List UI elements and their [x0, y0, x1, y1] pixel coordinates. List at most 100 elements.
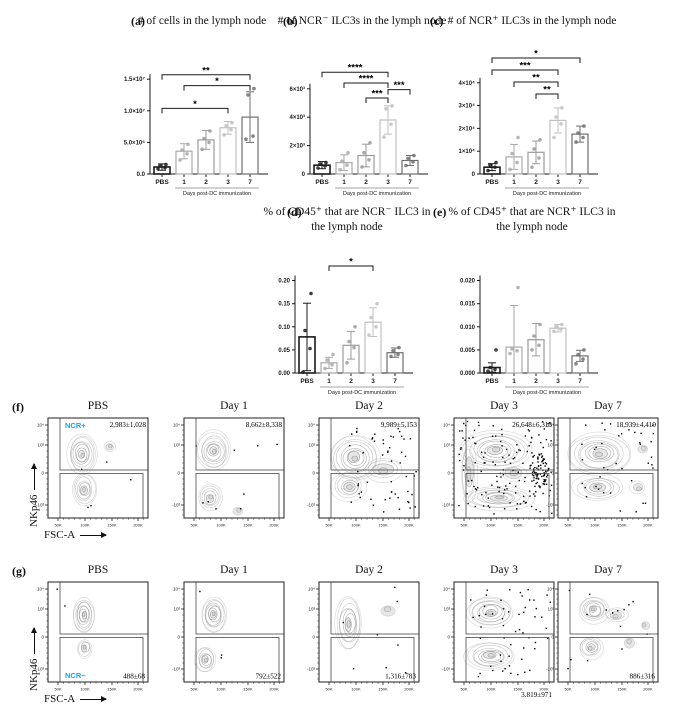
- panel-a-header: (a) # of cells in the lymph node: [102, 14, 302, 50]
- svg-text:0: 0: [551, 635, 554, 640]
- svg-text:100K: 100K: [590, 687, 600, 692]
- panel-b-letter: (b): [283, 14, 298, 28]
- flow-f-day1: Day 1 10⁴ 10³ 0 -10³ 50K 100K 150K 200K 8,662±8,…: [158, 400, 290, 538]
- svg-text:2: 2: [364, 179, 368, 186]
- panel-b-header: (b) # of NCR⁻ ILC3s in the lymph node: [262, 14, 462, 50]
- svg-text:488±68: 488±68: [123, 673, 145, 681]
- svg-text:0: 0: [302, 172, 306, 178]
- svg-text:7: 7: [578, 378, 582, 385]
- svg-text:0: 0: [177, 471, 180, 476]
- flow-f-day2-plot: 10⁴ 10³ 0 -10³ 50K 100K 150K 200K 9,989±5,153: [307, 417, 420, 528]
- svg-text:0.0: 0.0: [137, 172, 146, 178]
- flow-f-day7-plot: 10⁴ 10³ 0 -10³ 50K 100K 150K 200K 18,939±4,419: [546, 417, 659, 528]
- svg-text:200K: 200K: [133, 687, 143, 692]
- svg-text:0.10: 0.10: [278, 325, 290, 331]
- svg-text:4×10⁴: 4×10⁴: [459, 81, 476, 87]
- svg-text:-10³: -10³: [36, 667, 45, 672]
- svg-text:10⁴: 10⁴: [443, 587, 450, 592]
- svg-text:100K: 100K: [351, 687, 361, 692]
- flow-plot-title: Day 7: [594, 564, 622, 576]
- svg-text:*: *: [349, 257, 353, 268]
- panel-d: (d) % of CD45⁺ that are NCR⁻ ILC3 in the…: [247, 190, 447, 413]
- svg-text:3: 3: [556, 179, 560, 186]
- svg-text:***: ***: [519, 61, 530, 72]
- panel-c-title: # of NCR⁺ ILC3s in the lymph node: [447, 15, 617, 27]
- svg-text:100K: 100K: [80, 687, 90, 692]
- panel-e-title: % of CD45⁺ that are NCR⁺ ILC3 in the lym…: [448, 206, 616, 233]
- svg-text:150K: 150K: [617, 687, 627, 692]
- flow-g-x-axis-label: FSC-A: [44, 693, 108, 705]
- flow-plot-title: PBS: [87, 400, 109, 412]
- svg-text:200K: 200K: [643, 523, 653, 528]
- svg-text:-10³: -10³: [36, 503, 45, 508]
- svg-text:1.5×10⁷: 1.5×10⁷: [124, 77, 146, 83]
- svg-text:100K: 100K: [80, 523, 90, 528]
- fsca-label: FSC-A: [44, 693, 76, 705]
- svg-text:-10³: -10³: [442, 667, 451, 672]
- flow-plot-title: PBS: [87, 564, 109, 576]
- svg-text:2×10³: 2×10³: [289, 143, 305, 150]
- svg-text:10³: 10³: [443, 443, 450, 448]
- svg-text:10³: 10³: [173, 607, 180, 612]
- svg-text:1: 1: [512, 378, 516, 385]
- panel-d-chart: 0.00 0.05 0.10 0.15 0.20 * PBS 1 2 3 7 Days post-DC…: [278, 257, 413, 396]
- flow-f-day2: Day 2 10⁴ 10³ 0 -10³ 50K 100K 150K 200K 9,989±5,…: [293, 400, 425, 538]
- svg-text:0.005: 0.005: [460, 348, 476, 354]
- svg-text:2×10⁴: 2×10⁴: [459, 126, 476, 132]
- svg-text:3: 3: [371, 378, 375, 385]
- svg-text:2: 2: [534, 179, 538, 186]
- svg-text:792±522: 792±522: [255, 673, 281, 681]
- flow-g-day2: Day 2 10⁴ 10³ 0 -10³ 50K 100K 150K 200K 1,316±78…: [293, 564, 425, 702]
- flow-g-pbs: PBS 10⁴ 10³ 0 -10³ 50K 100K 150K 200K 488±68 NCR−: [22, 564, 154, 702]
- right-arrow-icon: [80, 696, 108, 702]
- svg-text:0.000: 0.000: [460, 371, 476, 377]
- svg-text:50K: 50K: [325, 687, 332, 692]
- svg-text:****: ****: [348, 63, 363, 74]
- right-arrow-icon: [80, 532, 108, 538]
- svg-text:18,939±4,419: 18,939±4,419: [616, 421, 656, 429]
- svg-text:100K: 100K: [486, 687, 496, 692]
- panel-e-chart: 0.000 0.005 0.010 0.015 0.020 PBS 1 2 3 7 Days pos…: [460, 275, 598, 396]
- svg-text:100K: 100K: [216, 523, 226, 528]
- flow-f-pbs-plot: 10⁴ 10³ 0 -10³ 50K 100K 150K 200K 2,983±1,028 NCR…: [36, 417, 149, 528]
- svg-text:1: 1: [512, 179, 516, 186]
- svg-text:2: 2: [534, 378, 538, 385]
- svg-text:*: *: [193, 99, 197, 110]
- svg-text:NCR−: NCR−: [65, 671, 86, 680]
- svg-text:200K: 200K: [269, 523, 279, 528]
- svg-text:0.05: 0.05: [278, 348, 290, 354]
- svg-text:***: ***: [371, 89, 382, 100]
- svg-text:-10³: -10³: [307, 503, 316, 508]
- svg-text:50K: 50K: [190, 687, 197, 692]
- panel-g-letter: (g): [12, 564, 26, 578]
- flow-g-day1: Day 1 10⁴ 10³ 0 -10³ 50K 100K 150K 200K 792±522: [158, 564, 290, 702]
- flow-f-x-axis-label: FSC-A: [44, 529, 108, 541]
- panel-d-header: (d) % of CD45⁺ that are NCR⁻ ILC3 in the…: [247, 205, 447, 249]
- svg-text:150K: 150K: [107, 523, 117, 528]
- svg-text:0.020: 0.020: [460, 279, 476, 285]
- svg-text:4×10³: 4×10³: [289, 114, 305, 121]
- panel-a-title: # of cells in the lymph node: [137, 15, 267, 27]
- svg-text:7: 7: [408, 179, 412, 186]
- svg-text:50K: 50K: [190, 523, 197, 528]
- svg-text:-10³: -10³: [172, 667, 181, 672]
- svg-text:10⁴: 10⁴: [308, 587, 315, 592]
- svg-text:100K: 100K: [216, 687, 226, 692]
- svg-text:2,983±1,028: 2,983±1,028: [110, 421, 147, 429]
- svg-text:8,662±8,338: 8,662±8,338: [246, 421, 283, 429]
- svg-text:7: 7: [248, 179, 252, 186]
- svg-text:PBS: PBS: [315, 179, 329, 186]
- svg-text:10³: 10³: [37, 443, 44, 448]
- svg-text:0: 0: [41, 635, 44, 640]
- svg-text:10⁴: 10⁴: [173, 423, 180, 428]
- svg-text:50K: 50K: [54, 687, 61, 692]
- flow-plot-title: Day 7: [594, 400, 622, 412]
- flow-plot-title: Day 1: [220, 564, 248, 576]
- svg-text:1: 1: [327, 378, 331, 385]
- svg-text:2: 2: [204, 179, 208, 186]
- svg-text:3: 3: [386, 179, 390, 186]
- flow-f-day3: Day 3 10⁴ 10³ 0 -10³ 50K 100K 150K 200K 26,648±6…: [428, 400, 560, 538]
- svg-text:150K: 150K: [378, 523, 388, 528]
